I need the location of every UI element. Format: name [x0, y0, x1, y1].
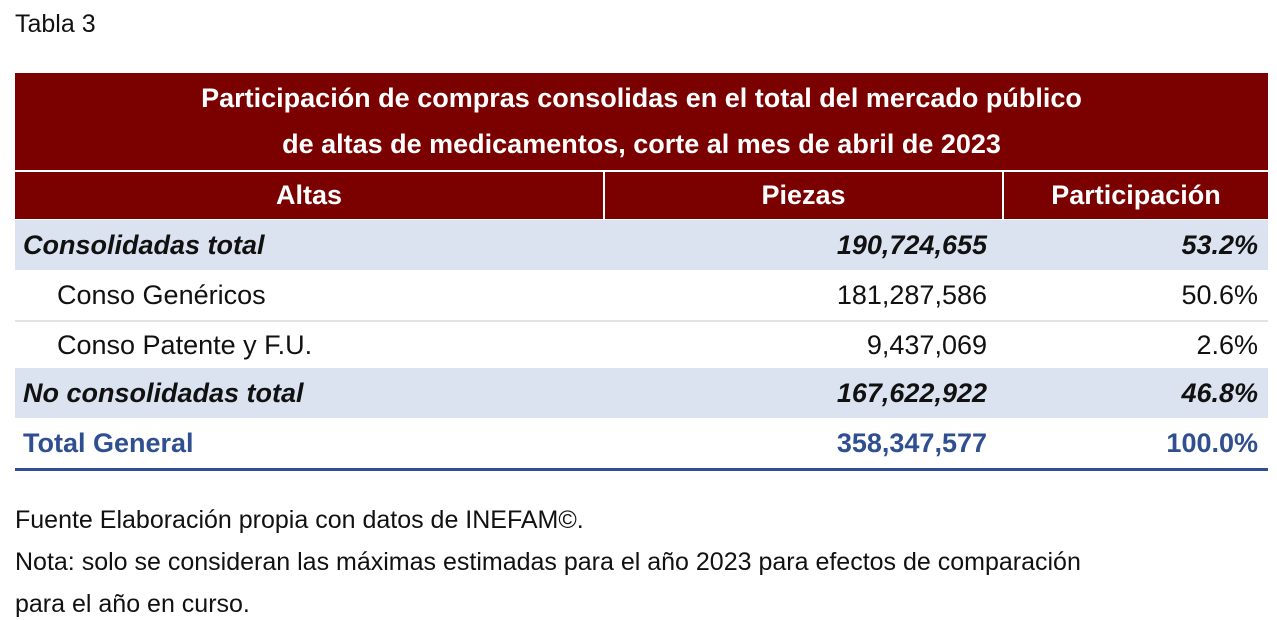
table-title: Participación de compras consolidas en e…	[15, 73, 1268, 170]
cell: Consolidadas total	[23, 230, 265, 260]
header-cell: Altas	[275, 180, 343, 210]
table-row: No consolidadas total 167,622,922 46.8%	[15, 368, 1268, 418]
title-line: Participación de compras consolidas en e…	[201, 83, 1082, 113]
cell: 100.0%	[1166, 428, 1258, 458]
table-row: Conso Patente y F.U. 9,437,069 2.6%	[15, 320, 1268, 368]
cell: 358,347,577	[836, 428, 987, 458]
cell: 2.6%	[1196, 330, 1258, 360]
note: para el año en curso.	[15, 590, 250, 618]
header-row: Altas Piezas Participación	[15, 172, 1268, 219]
table-row: Consolidadas total 190,724,655 53.2%	[15, 220, 1268, 270]
cell: Conso Patente y F.U.	[57, 330, 313, 360]
cell: 46.8%	[1181, 378, 1258, 408]
cell: 50.6%	[1181, 280, 1258, 310]
cell: Conso Genéricos	[57, 280, 266, 310]
note: Nota: solo se consideran las máximas est…	[15, 548, 1081, 576]
cell: 181,287,586	[836, 280, 987, 310]
total-row: Total General 358,347,577 100.0%	[15, 418, 1268, 471]
cell: No consolidadas total	[23, 378, 304, 408]
cell: 190,724,655	[836, 230, 987, 260]
header-cell: Participación	[1051, 180, 1221, 210]
note: Fuente Elaboración propia con datos de I…	[15, 506, 584, 534]
cell: 53.2%	[1181, 230, 1258, 260]
cell: Total General	[23, 428, 194, 458]
cell: 9,437,069	[866, 330, 987, 360]
table-row: Conso Genéricos 181,287,586 50.6%	[15, 270, 1268, 322]
caption: Tabla 3	[15, 10, 96, 38]
header-cell: Piezas	[603, 172, 1004, 219]
cell: 167,622,922	[836, 378, 987, 408]
title-line: de altas de medicamentos, corte al mes d…	[282, 129, 1001, 159]
